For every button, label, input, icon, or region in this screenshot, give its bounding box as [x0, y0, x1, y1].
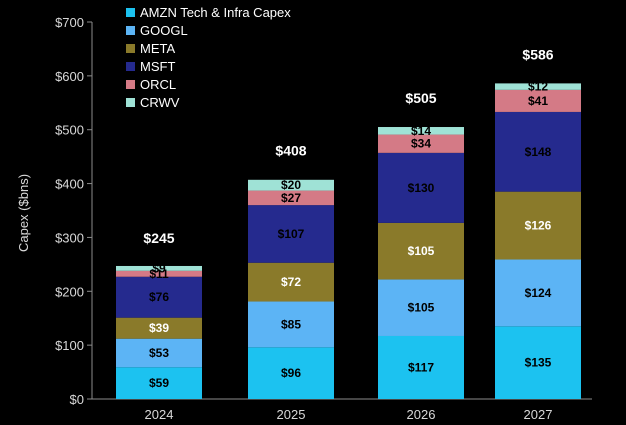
- y-tick-label: $100: [55, 338, 84, 353]
- bar-value-label: $126: [525, 219, 552, 233]
- bar-total-label: $586: [522, 46, 553, 62]
- bar-value-label: $105: [408, 301, 435, 315]
- bar-segment-crwv-2025: [248, 179, 334, 191]
- bar-value-label: $20: [281, 178, 301, 192]
- bar-segment-meta-2025: [248, 262, 334, 302]
- bar-segment-googl-2027: [495, 259, 581, 327]
- bar-segment-crwv-2026: [378, 127, 464, 135]
- bar-segment-amzn-2026: [378, 335, 464, 399]
- bar-value-label: $11: [149, 267, 169, 281]
- bar-value-label: $14: [411, 124, 431, 138]
- x-axis: 2024 2025 2026 2027: [92, 398, 592, 422]
- legend-label: CRWV: [140, 95, 180, 110]
- y-tick-label: $0: [70, 392, 84, 407]
- bar-segment-crwv-2027: [495, 83, 581, 90]
- bar-segment-msft-2024: [116, 276, 202, 318]
- y-tick-label: $700: [55, 15, 84, 30]
- bar-value-label: $34: [411, 137, 431, 151]
- legend-swatch: [126, 98, 135, 107]
- bar-value-label: $76: [149, 290, 169, 304]
- bar-value-label: $96: [281, 366, 301, 380]
- bar-segment-msft-2026: [378, 152, 464, 223]
- legend-item: ORCL: [126, 77, 176, 92]
- y-tick-label: $200: [55, 284, 84, 299]
- bar-stack-2025: $96 $85 $72 $107 $27$20 $408: [248, 142, 334, 399]
- bar-segment-meta-2026: [378, 222, 464, 280]
- x-tick-label: 2024: [145, 407, 174, 422]
- bar-segment-msft-2025: [248, 205, 334, 263]
- legend-swatch: [126, 26, 135, 35]
- bar-value-label: $72: [281, 275, 301, 289]
- legend-label: META: [140, 41, 175, 56]
- y-axis: $0 $100 $200 $300 $400 $500 $600 $700: [55, 15, 93, 407]
- bar-stack-2024: $59 $53 $39 $76 $11$9 $245: [116, 230, 202, 399]
- y-axis-title: Capex ($bns): [16, 174, 31, 252]
- legend-swatch: [126, 44, 135, 53]
- bar-segment-googl-2025: [248, 301, 334, 348]
- bar-value-label: $53: [149, 346, 169, 360]
- bar-segment-googl-2024: [116, 338, 202, 368]
- legend-label: GOOGL: [140, 23, 188, 38]
- bar-segment-msft-2027: [495, 111, 581, 192]
- bar-value-label: $12: [528, 80, 548, 94]
- y-tick-label: $400: [55, 177, 84, 192]
- bar-segment-orcl-2027: [495, 89, 581, 112]
- bars: $59 $53 $39 $76 $11$9 $245 $96 $85 $72 $107 $27$20…: [116, 46, 581, 399]
- bar-value-label: $39: [149, 321, 169, 335]
- legend-item: META: [126, 41, 175, 56]
- bar-value-label: $9: [152, 261, 166, 275]
- bar-total-label: $245: [143, 230, 174, 246]
- bar-segment-amzn-2027: [495, 326, 581, 399]
- bar-value-label: $41: [528, 94, 548, 108]
- bar-value-label: $27: [281, 191, 301, 205]
- legend-item: CRWV: [126, 95, 180, 110]
- bar-value-label: $124: [525, 286, 552, 300]
- legend-label: ORCL: [140, 77, 176, 92]
- bar-segment-orcl-2025: [248, 190, 334, 206]
- bar-stack-2026: $117 $105 $105 $130 $34$14 $505: [378, 90, 464, 399]
- bar-value-label: $105: [408, 244, 435, 258]
- bar-segment-orcl-2024: [116, 270, 202, 277]
- x-tick-label: 2025: [277, 407, 306, 422]
- bar-value-label: $107: [278, 227, 305, 241]
- y-tick-label: $500: [55, 123, 84, 138]
- bar-stack-2027: $135 $124 $126 $148 $41$12 $586: [495, 46, 581, 399]
- bar-total-label: $408: [275, 142, 306, 158]
- bar-value-label: $59: [149, 376, 169, 390]
- bar-total-label: $505: [405, 90, 436, 106]
- legend-swatch: [126, 80, 135, 89]
- bar-value-label: $85: [281, 317, 301, 331]
- bar-value-label: $148: [525, 145, 552, 159]
- bar-segment-crwv-2024: [116, 265, 202, 271]
- x-tick-label: 2027: [524, 407, 553, 422]
- legend-item: GOOGL: [126, 23, 188, 38]
- bar-segment-amzn-2024: [116, 367, 202, 399]
- y-tick-label: $300: [55, 230, 84, 245]
- legend-swatch: [126, 8, 135, 17]
- bar-value-label: $135: [525, 356, 552, 370]
- legend-item: MSFT: [126, 59, 175, 74]
- legend-label: AMZN Tech & Infra Capex: [140, 5, 291, 20]
- bar-segment-googl-2026: [378, 279, 464, 336]
- legend: AMZN Tech & Infra Capex GOOGL META MSFT ORCL…: [126, 5, 291, 110]
- bar-segment-meta-2027: [495, 191, 581, 260]
- bar-value-label: $130: [408, 181, 435, 195]
- x-tick-label: 2026: [407, 407, 436, 422]
- legend-swatch: [126, 62, 135, 71]
- legend-item: AMZN Tech & Infra Capex: [126, 5, 291, 20]
- y-tick-label: $600: [55, 69, 84, 84]
- bar-segment-amzn-2025: [248, 347, 334, 399]
- legend-label: MSFT: [140, 59, 175, 74]
- bar-value-label: $117: [408, 360, 434, 374]
- bar-segment-orcl-2026: [378, 134, 464, 153]
- bar-segment-meta-2024: [116, 317, 202, 339]
